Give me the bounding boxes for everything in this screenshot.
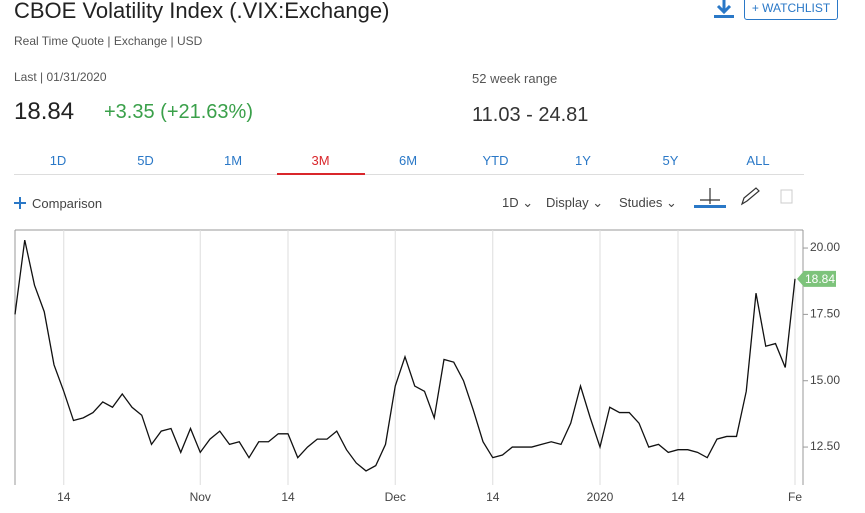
display-dropdown[interactable]: Display ⌄ <box>546 195 604 210</box>
page-title: CBOE Volatility Index (.VIX:Exchange) <box>14 0 390 23</box>
range-tab[interactable]: YTD <box>482 153 509 168</box>
y-tick-label: 17.50 <box>810 307 840 321</box>
x-tick-label: Nov <box>190 490 211 504</box>
range-tab[interactable]: 1Y <box>575 153 591 168</box>
last-value-tag <box>797 270 836 287</box>
price-change: +3.35 (+21.63%) <box>104 101 253 123</box>
x-tick-label: Dec <box>385 490 406 504</box>
range-tab[interactable]: 5D <box>137 153 154 168</box>
studies-dropdown[interactable]: Studies ⌄ <box>619 195 677 210</box>
comparison-button[interactable]: Comparison <box>32 196 103 211</box>
chart: 12.50 15.00 17.50 20.00 14 Nov 14 Dec 14 2020 14 Fe… <box>14 229 840 504</box>
last-value-label: 18.84 <box>805 272 835 286</box>
y-tick-label: 15.00 <box>810 373 840 387</box>
range-tab[interactable]: 1M <box>223 153 243 168</box>
x-tick-label: 2020 <box>587 490 614 504</box>
plot-frame <box>14 229 804 485</box>
range-tab[interactable]: ALL <box>746 153 770 168</box>
x-tick-label: 14 <box>57 490 71 504</box>
watchlist-button[interactable]: + WATCHLIST <box>744 0 838 20</box>
subtitle: Real Time Quote | Exchange | USD <box>14 34 203 48</box>
studies-label: Studies <box>619 195 663 210</box>
last-price: 18.84 <box>14 98 75 125</box>
range-tab[interactable]: 3M <box>276 150 365 175</box>
y-tick-label: 12.50 <box>810 439 840 453</box>
x-tick-label: 14 <box>281 490 295 504</box>
range-tabs: 1D 5D 1M 3M 6M YTD 1Y 5Y ALL <box>14 150 804 175</box>
x-tick-label: 14 <box>671 490 685 504</box>
price-line <box>14 239 796 472</box>
x-tick-label: 14 <box>486 490 500 504</box>
draw-tools[interactable] <box>694 186 798 210</box>
display-label: Display <box>546 195 589 210</box>
interval-label: 1D <box>502 195 519 210</box>
range-label: 52 week range <box>472 71 558 86</box>
download-icon[interactable] <box>712 0 736 20</box>
range-tab[interactable]: 1D <box>49 153 67 168</box>
y-tick-label: 20.00 <box>810 240 840 254</box>
range-tab[interactable]: 5Y <box>662 153 679 168</box>
last-label: Last | 01/31/2020 <box>14 70 107 84</box>
plus-icon <box>14 197 26 209</box>
x-tick-label: Fe <box>788 490 802 504</box>
range-value: 11.03 - 24.81 <box>472 104 589 126</box>
interval-dropdown[interactable]: 1D ⌄ <box>502 195 534 210</box>
range-tab[interactable]: 6M <box>398 153 418 168</box>
